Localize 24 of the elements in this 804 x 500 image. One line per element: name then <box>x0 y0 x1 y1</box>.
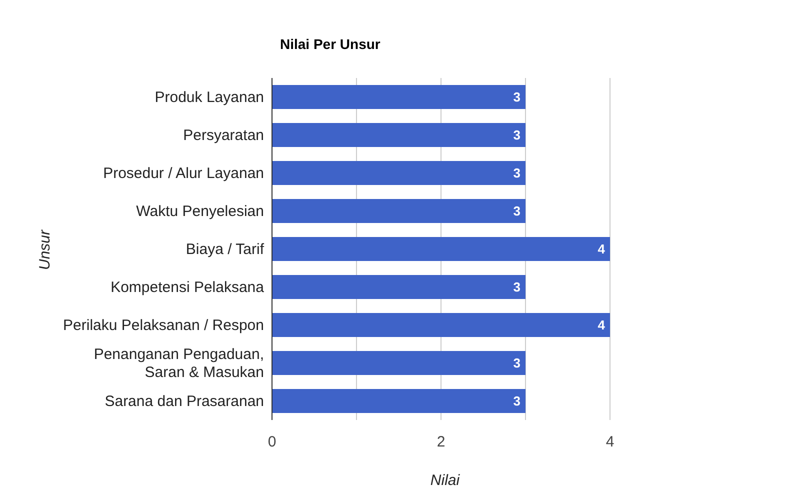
data-label: 4 <box>598 242 606 257</box>
y-axis-title: Unsur <box>36 228 54 272</box>
data-label: 3 <box>513 128 520 143</box>
chart-title: Nilai Per Unsur <box>280 36 380 52</box>
data-label: 3 <box>513 90 520 105</box>
data-label: 3 <box>513 166 520 181</box>
data-label: 4 <box>598 318 606 333</box>
x-axis-title: Nilai <box>429 472 461 489</box>
y-tick-label: Perilaku Pelaksanan / Respon <box>63 316 264 334</box>
x-tick-label: 0 <box>268 434 276 451</box>
data-label: 3 <box>513 394 520 409</box>
y-tick-label: Biaya / Tarif <box>186 240 265 258</box>
data-label: 3 <box>513 356 520 371</box>
y-tick-label: Prosedur / Alur Layanan <box>103 164 264 182</box>
data-label: 3 <box>513 204 520 219</box>
data-label: 3 <box>513 280 520 295</box>
x-tick-label: 4 <box>606 434 614 451</box>
y-tick-label: Waktu Penyelesian <box>136 202 264 220</box>
y-tick-label: Produk Layanan <box>154 88 264 106</box>
y-tick-label: Persyaratan <box>183 126 264 144</box>
y-tick-label: Penanganan Pengaduan, Saran & Masukan <box>94 346 264 380</box>
y-tick-label: Kompetensi Pelaksana <box>110 278 265 296</box>
x-tick-label: 2 <box>436 434 446 451</box>
y-tick-label: Sarana dan Prasaranan <box>104 392 264 410</box>
